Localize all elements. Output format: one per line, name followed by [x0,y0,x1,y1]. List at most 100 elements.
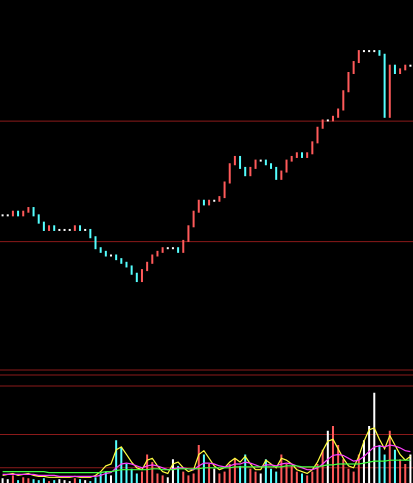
volume-bar [120,446,123,483]
volume-bar [68,481,71,483]
price-tick [73,225,76,231]
volume-bar [125,464,128,483]
price-tick [177,247,180,253]
price-tick [156,250,159,257]
price-tick [79,225,82,231]
price-tick [22,210,25,217]
volume-bar [388,430,391,483]
price-tick [208,199,211,206]
price-tick [68,228,71,231]
price-tick [295,152,298,158]
volume-bar [182,471,185,483]
price-tick [11,210,14,217]
volume-bar [1,478,4,483]
volume-bar [22,477,25,483]
volume-bar [171,459,174,483]
volume-bar [249,468,252,483]
volume-bar [244,454,247,483]
volume-bar [280,454,283,483]
volume-bar [79,479,82,483]
volume-bar [104,471,107,483]
volume-bar [42,478,45,483]
volume-bar [11,475,14,483]
volume-bar [368,426,371,483]
price-tick [151,254,154,264]
volume-bar [404,464,407,483]
indicator-line [2,427,411,478]
price-tick [399,68,402,74]
volume-bar [115,440,118,483]
price-tick [146,261,149,272]
volume-bar [53,480,56,483]
price-tick [368,50,371,53]
price-tick [115,254,118,261]
price-tick [393,64,396,74]
price-tick [352,61,355,74]
volume-bar [233,459,236,483]
volume-bar [208,464,211,483]
price-tick [264,159,267,166]
price-tick [99,247,102,253]
price-tick [223,181,226,199]
indicator-line [2,444,411,477]
indicator-line [2,459,411,474]
price-tick [63,228,66,231]
price-tick [140,269,143,283]
price-tick [239,155,242,169]
price-tick [233,155,236,166]
price-tick [17,210,20,217]
volume-bar [311,471,314,483]
volume-bar [393,449,396,483]
price-tick [409,64,412,67]
volume-bar [84,480,87,483]
volume-bar [228,464,231,483]
volume-bar [213,468,216,483]
price-tick [270,163,273,169]
price-tick [42,221,45,231]
price-tick [290,155,293,162]
price-tick [27,207,30,213]
price-tick [383,53,386,118]
price-tick [316,126,319,144]
price-tick [342,90,345,111]
volume-bar [218,473,221,483]
price-tick [182,239,185,253]
volume-bar [63,480,66,483]
price-tick [326,119,329,122]
price-tick [311,141,314,155]
volume-bar [301,473,304,483]
price-tick [249,166,252,177]
price-tick [53,225,56,231]
price-tick [187,225,190,242]
volume-bar [17,480,20,483]
price-tick [192,210,195,228]
volume-bar [161,475,164,483]
price-tick [32,207,35,217]
price-tick [331,115,334,122]
price-tick [404,64,407,71]
volume-bar [347,468,350,483]
volume-bar [295,471,298,483]
volume-bar [58,479,61,483]
price-tick [197,199,200,213]
volume-bar [140,471,143,483]
volume-bar [306,475,309,483]
price-tick [104,250,107,257]
price-tick [213,199,216,202]
price-tick [89,228,92,239]
volume-bar [197,445,200,483]
volume-bar [290,465,293,483]
volume-bar [192,473,195,483]
price-tick [321,119,324,129]
volume-bar [270,468,273,483]
volume-bar [264,459,267,483]
volume-bar [73,478,76,483]
price-tick [254,159,257,169]
volume-bar [399,459,402,483]
price-tick [285,159,288,173]
price-tick [48,225,51,231]
volume-bar [94,477,97,483]
price-tick [94,236,97,250]
volume-bar [254,471,257,483]
volume-bar [27,478,30,483]
